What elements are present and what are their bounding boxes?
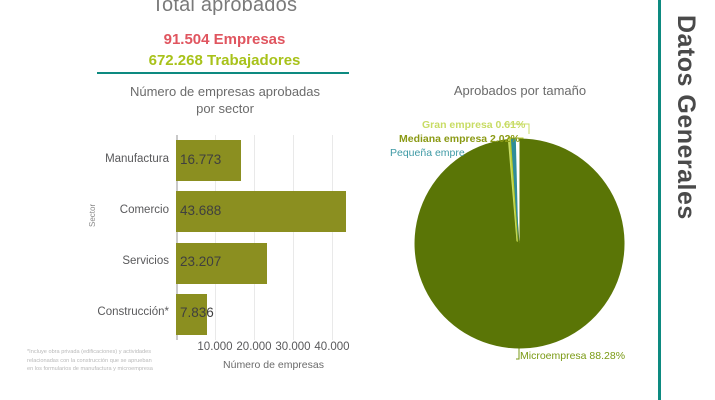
bar-chart-x-tick-label: 40.000 bbox=[314, 341, 350, 353]
pie-chart-graphic bbox=[414, 123, 625, 360]
pie-slice-microempresa bbox=[414, 138, 625, 349]
bar-chart-title-line2: por sector bbox=[196, 101, 254, 116]
pie-label-gran-empresa: Gran empresa 0.61% bbox=[422, 119, 526, 131]
bar-chart-bar bbox=[176, 293, 207, 335]
bar-chart-y-axis-line bbox=[176, 135, 178, 340]
pie-slice-gran-empresa bbox=[507, 136, 518, 242]
pie-label-mediana-empresa: Mediana empresa 2.02% bbox=[399, 133, 520, 145]
bar-chart-gridline bbox=[215, 135, 216, 340]
bar-chart-x-tick-label: 10.000 bbox=[197, 341, 233, 353]
bar-chart-plot-area: Manufactura 16.773 Comercio 43.688 Servicios… bbox=[97, 135, 371, 353]
bar-chart-x-tick-label: 20.000 bbox=[236, 341, 272, 353]
bar-chart-value-label: 43.688 bbox=[180, 202, 222, 218]
bar-chart-value-label: 16.773 bbox=[180, 151, 222, 167]
bar-chart-bar bbox=[176, 191, 347, 233]
bar-chart-value-label: 23.207 bbox=[180, 254, 222, 270]
bar-chart-gridline bbox=[332, 135, 333, 340]
bar-chart-gridline bbox=[293, 135, 294, 340]
pie-chart: Gran empresa 0.61% Mediana empresa 2.02%… bbox=[390, 108, 648, 393]
page-title: Total aprobados bbox=[151, 0, 298, 16]
bar-chart-category-label: Servicios bbox=[122, 255, 169, 268]
bar-chart-bar bbox=[176, 140, 242, 182]
bar-chart-gridline bbox=[254, 135, 255, 340]
bar-chart: Sector Manufactura 16.773 Comercio 43.688 Se… bbox=[88, 135, 374, 371]
bar-chart-y-axis-title: Sector bbox=[88, 203, 97, 227]
bar-chart-category-label: Comercio bbox=[119, 203, 169, 216]
bar-chart-x-axis-title: Número de empresas bbox=[223, 359, 324, 371]
header-divider bbox=[97, 72, 349, 74]
bar-chart-title-line1: Número de empresas aprobadas bbox=[129, 84, 321, 99]
section-label-datos-generales: Datos Generales bbox=[672, 15, 700, 220]
total-trabajadores-stat: 672.268 Trabajadores bbox=[148, 52, 301, 69]
sidebar-divider bbox=[658, 0, 661, 400]
pie-label-pequena-empresa: Pequeña empre bbox=[390, 147, 465, 159]
total-empresas-stat: 91.504 Empresas bbox=[163, 31, 286, 48]
bar-chart-category-label: Manufactura bbox=[105, 152, 169, 165]
bar-chart-category-label: Construcción* bbox=[97, 306, 169, 319]
bar-chart-x-tick-label: 30.000 bbox=[275, 341, 311, 353]
pie-label-microempresa: Microempresa 88.28% bbox=[520, 350, 626, 362]
bar-chart-title: Número de empresas aprobadas por sector bbox=[60, 83, 390, 117]
pie-chart-title: Aprobados por tamaño bbox=[453, 83, 587, 98]
bar-chart-footnote: *Incluye obra privada (edificaciones) y … bbox=[27, 349, 153, 373]
bar-chart-value-label: 7.836 bbox=[180, 305, 214, 321]
bar-chart-bar bbox=[176, 242, 267, 284]
